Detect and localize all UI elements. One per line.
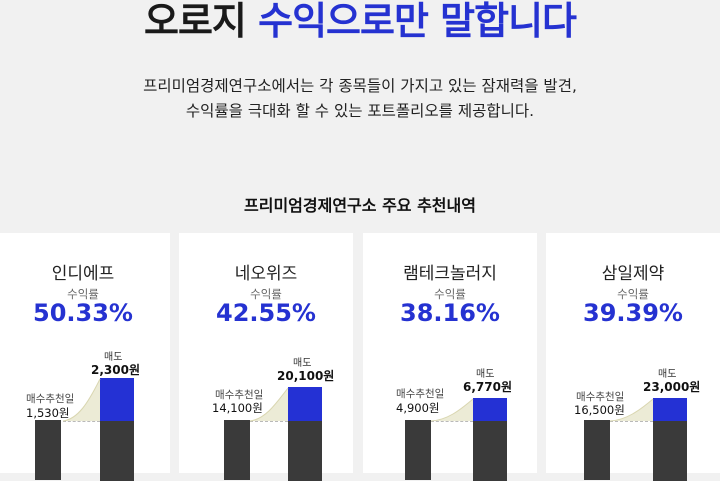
price-chart: 매수추천일 16,500원 매도 23,000원 — [546, 233, 720, 481]
return-rate: 42.55% — [216, 299, 316, 327]
buy-price: 16,500원 — [574, 403, 625, 417]
sell-label: 매도 — [104, 352, 123, 363]
return-rate-label: 수익률 — [67, 287, 99, 301]
stock-name: 인디에프 — [51, 264, 115, 284]
description: 프리미엄경제연구소에서는 각 종목들이 가지고 있는 잠재력을 발견, 수익률을… — [0, 74, 720, 124]
buy-label: 매수추천일 — [396, 388, 445, 400]
return-rate: 50.33% — [33, 299, 133, 327]
price-chart: 매수추천일 1,530원 매도 2,300원 — [0, 233, 170, 481]
return-rate-label: 수익률 — [434, 287, 466, 301]
headline-accent: 수익으로만 말합니다 — [258, 0, 577, 43]
sell-price: 23,000원 — [643, 380, 701, 394]
growth-curve — [430, 398, 474, 422]
stock-name: 삼일제약 — [601, 264, 665, 284]
growth-curve — [609, 398, 654, 422]
sell-price: 2,300원 — [91, 363, 140, 377]
growth-curve — [62, 378, 101, 422]
return-rate-label: 수익률 — [250, 287, 282, 301]
buy-price: 14,100원 — [212, 401, 263, 415]
recommendation-card[interactable]: 램테크놀러지 수익률 38.16% 매수추천일 4,900원 매도 6,770원 — [363, 233, 537, 481]
buy-label: 매수추천일 — [26, 393, 75, 405]
buy-label: 매수추천일 — [576, 391, 625, 403]
stock-name: 네오위즈 — [234, 264, 298, 284]
sell-bar-gain — [288, 387, 322, 421]
baseline-dash — [610, 421, 653, 422]
stock-name: 램테크놀러지 — [403, 264, 497, 284]
description-line-2: 수익률을 극대화 할 수 있는 포트폴리오를 제공합니다. — [185, 102, 535, 120]
buy-price: 4,900원 — [396, 401, 440, 415]
sell-bar-gain — [473, 398, 507, 421]
return-rate-label: 수익률 — [617, 287, 649, 301]
baseline-dash — [63, 421, 100, 422]
recommendation-card[interactable]: 인디에프 수익률 50.33% 매수추천일 1,530원 매도 2,300원 — [0, 233, 170, 481]
sell-bar-gain — [653, 398, 687, 421]
sell-label: 매도 — [476, 369, 495, 380]
recommendation-cards: 인디에프 수익률 50.33% 매수추천일 1,530원 매도 2,300원 네… — [0, 233, 720, 481]
buy-price: 1,530원 — [26, 406, 70, 420]
sell-bar-gain — [100, 378, 134, 421]
sell-price: 20,100원 — [277, 369, 335, 383]
price-chart: 매수추천일 14,100원 매도 20,100원 — [179, 233, 353, 481]
return-rate: 38.16% — [400, 299, 500, 327]
buy-label: 매수추천일 — [215, 389, 264, 401]
headline-text: 오로지 — [144, 0, 259, 43]
recommendation-card[interactable]: 삼일제약 수익률 39.39% 매수추천일 16,500원 매도 23,000원 — [546, 233, 720, 481]
sell-label: 매도 — [293, 358, 312, 369]
baseline-dash — [250, 421, 288, 422]
sell-price: 6,770원 — [463, 380, 512, 394]
growth-curve — [249, 387, 289, 422]
section-title: 프리미엄경제연구소 주요 추천내역 — [244, 196, 476, 215]
sell-label: 매도 — [658, 369, 677, 380]
price-chart: 매수추천일 4,900원 매도 6,770원 — [363, 233, 537, 481]
recommendation-card[interactable]: 네오위즈 수익률 42.55% 매수추천일 14,100원 매도 20,100원 — [179, 233, 353, 481]
return-rate: 39.39% — [583, 299, 683, 327]
description-line-1: 프리미엄경제연구소에서는 각 종목들이 가지고 있는 잠재력을 발견, — [143, 77, 577, 95]
headline: 오로지 수익으로만 말합니다 — [0, 0, 720, 45]
baseline-dash — [431, 421, 473, 422]
